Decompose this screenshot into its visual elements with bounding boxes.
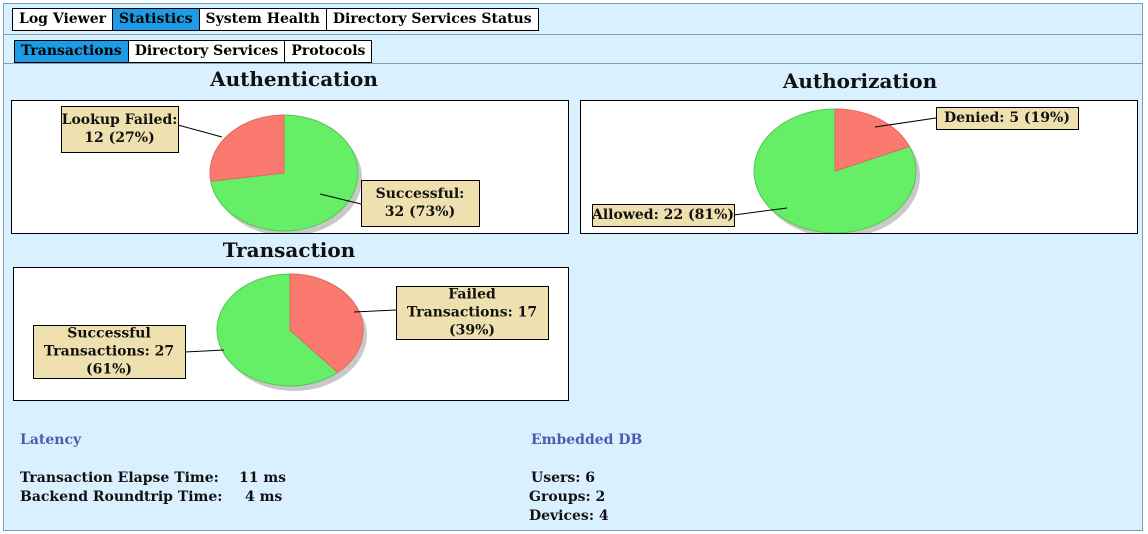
subtab-transactions[interactable]: Transactions: [15, 41, 129, 62]
tab-system-health[interactable]: System Health: [199, 9, 327, 30]
callout-leader-line: [177, 124, 223, 138]
slice-callout-box: [396, 286, 549, 340]
embedded-db-title: Embedded DB: [531, 432, 643, 448]
subtab-protocols[interactable]: Protocols: [285, 41, 372, 62]
slice-label-text: Failed: [448, 287, 496, 303]
tab-divider: [4, 34, 1142, 35]
subtab-divider: [4, 63, 1142, 64]
transaction-chart: Failed Transactions: 17 (39%) Successful Tra…: [13, 267, 569, 401]
latency-label-elapse: Transaction Elapse Time:: [20, 470, 219, 486]
slice-label-text: 32 (73%): [385, 204, 455, 220]
slice-label-text: Successful:: [376, 186, 465, 202]
slice-label-text: Successful: [67, 326, 151, 342]
authentication-chart: Lookup Failed: 12 (27%) Successful: 32 (73%…: [11, 100, 569, 234]
authentication-pie-svg: Lookup Failed: 12 (27%) Successful: 32 (73%…: [61, 106, 480, 233]
statistics-panel: Log Viewer Statistics System Health Dire…: [3, 3, 1143, 531]
slice-label-text: Allowed: 22 (81%): [591, 207, 734, 223]
slice-label-text: (39%): [449, 323, 495, 339]
pie-slice-failure: [289, 273, 364, 373]
callout-leader-line: [184, 349, 225, 353]
slice-callout-box: [33, 325, 186, 379]
callout-leader-line: [874, 117, 937, 128]
latency-value-roundtrip: 4 ms: [245, 489, 283, 505]
latency-label-roundtrip: Backend Roundtrip Time:: [20, 489, 223, 505]
slice-callout-box: [936, 107, 1079, 130]
pie-slice-success: [216, 273, 339, 387]
slice-callout-box: [361, 180, 480, 227]
authorization-pie-svg: Denied: 5 (19%) Allowed: 22 (81%): [591, 107, 1079, 233]
authentication-title: Authentication: [210, 67, 378, 91]
subtab-directory-services[interactable]: Directory Services: [128, 41, 286, 62]
transaction-title: Transaction: [222, 238, 356, 262]
latency-value-elapse: 11 ms: [239, 470, 287, 486]
tab-log-viewer[interactable]: Log Viewer: [13, 9, 114, 30]
callout-leader-line: [353, 309, 397, 313]
embedded-db-users: Users: 6: [531, 470, 596, 486]
pie-slice-failure: [834, 108, 911, 172]
slice-label-text: Transactions: 17: [407, 305, 537, 321]
latency-title: Latency: [20, 432, 82, 448]
authorization-chart: Denied: 5 (19%) Allowed: 22 (81%): [580, 100, 1138, 234]
tab-statistics[interactable]: Statistics: [113, 9, 200, 30]
embedded-db-groups: Groups: 2: [529, 489, 606, 505]
callout-leader-line: [319, 193, 362, 205]
pie-slice-failure: [209, 114, 285, 182]
embedded-db-devices: Devices: 4: [529, 508, 609, 524]
sub-tab-bar: Transactions Directory Services Protocol…: [14, 40, 373, 63]
slice-label-text: 12 (27%): [84, 130, 154, 146]
authorization-title: Authorization: [782, 69, 938, 93]
slice-label-text: Transactions: 27: [44, 344, 174, 360]
slice-callout-box: [61, 106, 179, 153]
slice-label-text: Denied: 5 (19%): [944, 110, 1070, 126]
callout-leader-line: [733, 207, 788, 216]
transaction-pie-svg: Failed Transactions: 17 (39%) Successful Tra…: [33, 273, 549, 391]
tab-directory-services-status[interactable]: Directory Services Status: [326, 9, 538, 30]
main-tab-bar: Log Viewer Statistics System Health Dire…: [12, 8, 539, 31]
slice-label-text: (61%): [86, 362, 132, 378]
slice-label-text: Lookup Failed:: [62, 112, 178, 128]
slice-callout-box: [592, 204, 735, 227]
